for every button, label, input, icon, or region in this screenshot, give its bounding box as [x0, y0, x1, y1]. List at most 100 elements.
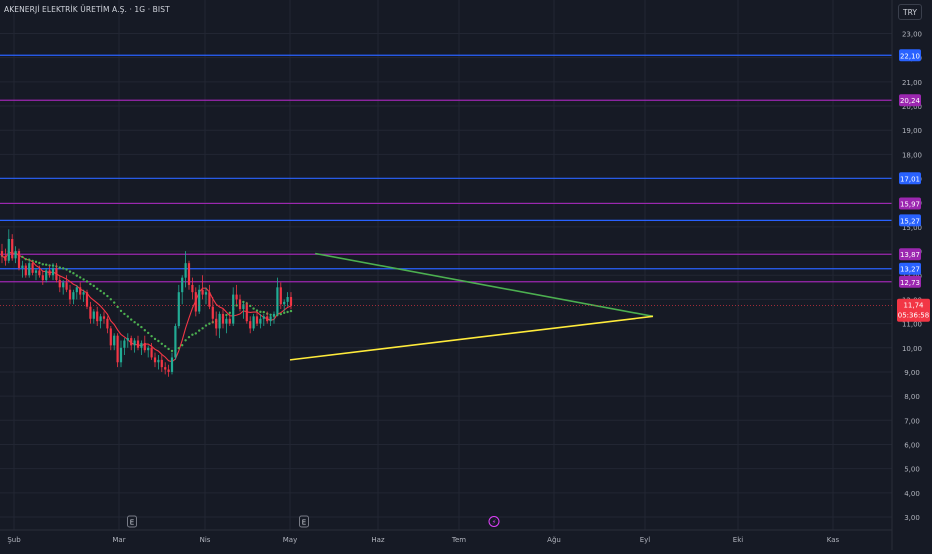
candle-body: [34, 270, 38, 273]
moving-average-dot: [170, 349, 174, 353]
x-tick-label: Kas: [827, 536, 840, 544]
candle-body: [24, 265, 27, 276]
moving-average-dot: [82, 278, 85, 281]
candle-body: [147, 347, 150, 351]
candle-body: [232, 294, 235, 324]
moving-average-dot: [143, 329, 146, 332]
candle-body: [259, 318, 262, 324]
candle-body: [85, 292, 89, 307]
moving-average-dot: [62, 267, 65, 270]
candle-body: [276, 287, 279, 314]
moving-average-dot: [34, 260, 38, 264]
moving-average-dot: [157, 339, 160, 343]
candle-body: [7, 238, 10, 261]
moving-average-dot: [123, 312, 126, 316]
moving-average-dot: [24, 258, 27, 261]
candle-body: [242, 304, 245, 310]
moving-average-dot: [72, 271, 75, 275]
candle-body: [113, 335, 116, 346]
candle-body: [65, 282, 68, 290]
candle-body: [119, 347, 123, 363]
y-tick-label: 8,00: [904, 393, 920, 401]
candle-body: [157, 359, 160, 363]
level-price-label: 15,27: [900, 217, 920, 225]
x-tick-label: May: [283, 536, 297, 544]
candle-body: [238, 299, 242, 310]
moving-average-dot: [181, 344, 184, 347]
moving-average-dot: [286, 310, 289, 314]
candle-body: [106, 318, 109, 329]
candle-body: [140, 342, 143, 348]
moving-average-dot: [289, 309, 293, 313]
moving-average-dot: [75, 274, 79, 277]
candle-body: [96, 311, 99, 322]
candle-body: [21, 265, 24, 268]
candle-body: [116, 335, 119, 363]
moving-average-dot: [45, 263, 48, 266]
candle-body: [14, 251, 17, 259]
candle-body: [58, 280, 61, 288]
candle-body: [45, 270, 48, 281]
level-price-label: 12,73: [900, 279, 920, 287]
candle-body: [184, 263, 187, 278]
moving-average-dot: [252, 307, 255, 310]
y-tick-label: 21,00: [902, 79, 922, 87]
candle-body: [204, 292, 208, 295]
candle-body: [62, 282, 65, 288]
candle-body: [167, 369, 170, 372]
candle-body: [194, 292, 197, 312]
moving-average-dot: [92, 284, 96, 288]
candle-body: [109, 328, 112, 346]
candle-body: [153, 357, 157, 363]
level-price-tag: [899, 248, 921, 261]
y-tick-label: 5,00: [904, 466, 920, 474]
candle-body: [133, 340, 136, 346]
currency-button[interactable]: TRY: [898, 4, 922, 20]
moving-average-dot: [106, 294, 109, 298]
moving-average-dot: [133, 320, 136, 324]
candle-body: [82, 292, 85, 295]
candle-body: [136, 340, 140, 348]
candle-body: [160, 359, 163, 368]
candle-body: [283, 301, 286, 305]
x-tick-label: Nis: [200, 536, 211, 544]
moving-average-dot: [198, 329, 201, 332]
candle-body: [215, 318, 218, 329]
candle-body: [11, 238, 14, 259]
candle-body: [143, 342, 146, 351]
moving-average-dot: [177, 346, 180, 350]
level-price-tag: [899, 94, 921, 107]
y-tick-label: 6,00: [904, 441, 920, 449]
trendline-lower: [289, 315, 654, 361]
candle-body: [279, 287, 282, 305]
candle-body: [286, 297, 289, 302]
candle-body: [245, 304, 248, 322]
candle-body: [55, 267, 58, 281]
y-tick-label: 23,00: [902, 31, 922, 39]
current-price-label: 11,74: [903, 302, 924, 310]
moving-average-dot: [150, 334, 153, 338]
moving-average-dot: [102, 292, 106, 295]
moving-average-dot: [164, 345, 167, 348]
candle-body: [235, 294, 238, 300]
candle-body: [28, 263, 31, 276]
moving-average-dot: [153, 337, 157, 341]
y-tick-label: 15,00: [902, 224, 922, 232]
earnings-marker-label: E: [130, 519, 134, 527]
moving-average-dot: [58, 266, 61, 269]
x-tick-label: Mar: [112, 536, 125, 544]
moving-average-dot: [136, 323, 140, 326]
candle-body: [228, 318, 231, 324]
moving-average-dot: [204, 324, 208, 327]
candle-body: [252, 316, 255, 329]
moving-average-dot: [187, 335, 191, 339]
level-price-tag: [899, 214, 921, 227]
moving-average-dot: [130, 318, 133, 321]
candle-body: [170, 357, 174, 372]
level-price-tag: [899, 275, 921, 288]
candle-body: [272, 313, 276, 317]
candle-body: [130, 338, 133, 346]
level-price-label: 22,10: [900, 52, 920, 60]
